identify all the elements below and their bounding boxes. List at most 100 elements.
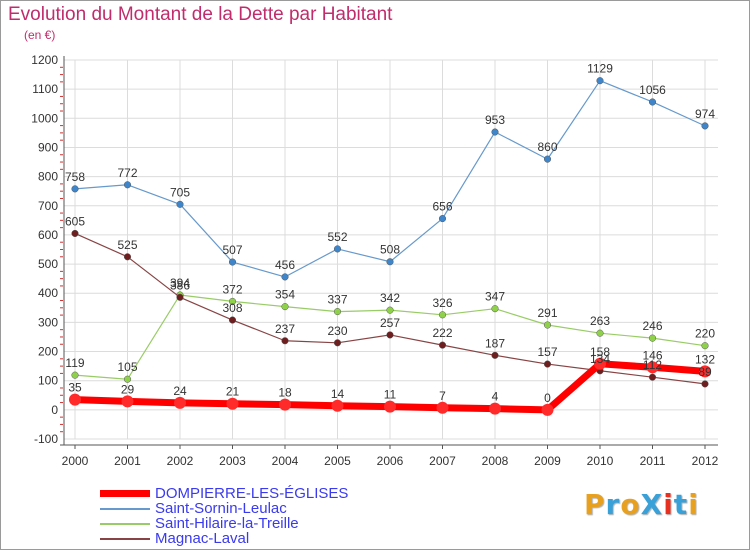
data-point — [123, 375, 132, 383]
data-label-layer: 35 29 24 21 18 14 11 7 4 0 158 146 132 758 772 705 507 45… — [65, 62, 715, 405]
data-point — [174, 396, 186, 409]
data-point — [386, 331, 394, 339]
data-point — [646, 361, 659, 374]
legend-item: Magnac-Laval — [100, 530, 400, 547]
x-tick-label: 2006 — [377, 454, 404, 468]
data-label: 132 — [695, 352, 715, 366]
y-tick-label: 900 — [38, 140, 58, 154]
data-point — [228, 316, 237, 324]
data-label: 953 — [485, 113, 505, 127]
data-label: 187 — [485, 336, 505, 350]
data-point — [438, 311, 447, 319]
y-tick-label: 400 — [38, 286, 58, 300]
y-tick-label: 1200 — [31, 53, 58, 67]
data-label: 552 — [327, 230, 347, 244]
data-point — [123, 181, 132, 189]
chart-title: Evolution du Montant de la Dette par Hab… — [8, 4, 393, 25]
data-point — [71, 371, 79, 379]
data-label: 758 — [65, 170, 85, 184]
legend-swatch — [100, 490, 150, 497]
data-label: 146 — [642, 348, 662, 362]
data-label: 158 — [590, 345, 610, 359]
data-label: 656 — [432, 200, 452, 214]
data-point — [491, 128, 499, 136]
y-tick-label: 800 — [38, 170, 58, 184]
data-point — [701, 342, 709, 350]
y-tick-label: 1100 — [32, 82, 58, 96]
legend-swatch — [100, 508, 150, 510]
data-point — [333, 339, 342, 347]
data-label: 105 — [117, 360, 137, 374]
legend-item: DOMPIERRE-LES-ÉGLISES — [100, 485, 400, 502]
data-point — [69, 393, 81, 406]
data-point — [699, 365, 711, 378]
legend-item: Saint-Hilaire-la-Treille — [100, 515, 400, 532]
data-label: 308 — [222, 301, 242, 315]
data-point — [123, 253, 132, 261]
axes-layer: -100 0 100 200 300 400 500 600 700 800 900 1000 1100… — [31, 53, 718, 468]
data-point — [333, 245, 342, 253]
data-point — [386, 258, 394, 266]
y-tick-label: 0 — [51, 403, 58, 417]
data-point — [543, 360, 552, 368]
data-point — [543, 155, 552, 163]
data-point — [176, 200, 184, 208]
data-point — [281, 303, 289, 311]
y-tick-label: 500 — [38, 257, 58, 271]
data-label: 14 — [331, 387, 345, 401]
data-label: 525 — [117, 238, 137, 252]
data-label: 230 — [327, 324, 347, 338]
data-label: 326 — [432, 296, 452, 310]
data-point — [228, 297, 237, 305]
data-point — [121, 395, 134, 408]
data-label: 119 — [65, 356, 84, 370]
x-tick-label: 2009 — [534, 454, 561, 468]
data-point — [701, 122, 709, 130]
legend-label: Magnac-Laval — [155, 530, 250, 547]
data-point — [281, 337, 289, 345]
data-label: 605 — [65, 214, 85, 228]
data-point — [438, 341, 447, 349]
data-label: 21 — [226, 385, 240, 399]
grid-layer — [64, 59, 718, 440]
data-label: 222 — [432, 326, 452, 340]
data-label: 507 — [222, 243, 242, 257]
data-point — [491, 351, 499, 359]
y-tick-label: -100 — [34, 432, 58, 446]
data-point — [489, 402, 501, 415]
data-point — [386, 306, 394, 314]
data-label: 337 — [327, 293, 347, 307]
data-point — [648, 373, 657, 381]
data-label: 1129 — [587, 62, 613, 76]
data-label: 456 — [275, 258, 295, 272]
chart-unit-label: (en €) — [24, 28, 56, 42]
data-point — [648, 98, 657, 106]
data-label: 18 — [278, 386, 292, 400]
data-label: 4 — [492, 390, 499, 404]
data-label: 394 — [170, 276, 190, 290]
data-point — [228, 258, 237, 266]
data-label: 257 — [380, 316, 400, 330]
data-label: 705 — [170, 185, 190, 199]
data-point — [594, 357, 606, 370]
data-label: 7 — [439, 389, 446, 403]
x-tick-label: 2007 — [429, 454, 456, 468]
data-label: 89 — [698, 365, 712, 379]
data-label: 342 — [380, 291, 400, 305]
data-point — [176, 293, 184, 301]
data-point — [701, 380, 709, 388]
data-label: 974 — [695, 107, 715, 121]
data-label: 35 — [68, 381, 82, 395]
data-label: 291 — [537, 306, 557, 320]
data-point — [384, 400, 396, 413]
data-point — [648, 334, 657, 342]
x-tick-label: 2012 — [692, 454, 719, 468]
data-label: 237 — [275, 322, 295, 336]
data-label: 347 — [485, 290, 505, 304]
data-point — [333, 308, 342, 316]
x-tick-label: 2010 — [587, 454, 614, 468]
data-point — [71, 185, 79, 193]
data-label: 134 — [590, 352, 610, 366]
